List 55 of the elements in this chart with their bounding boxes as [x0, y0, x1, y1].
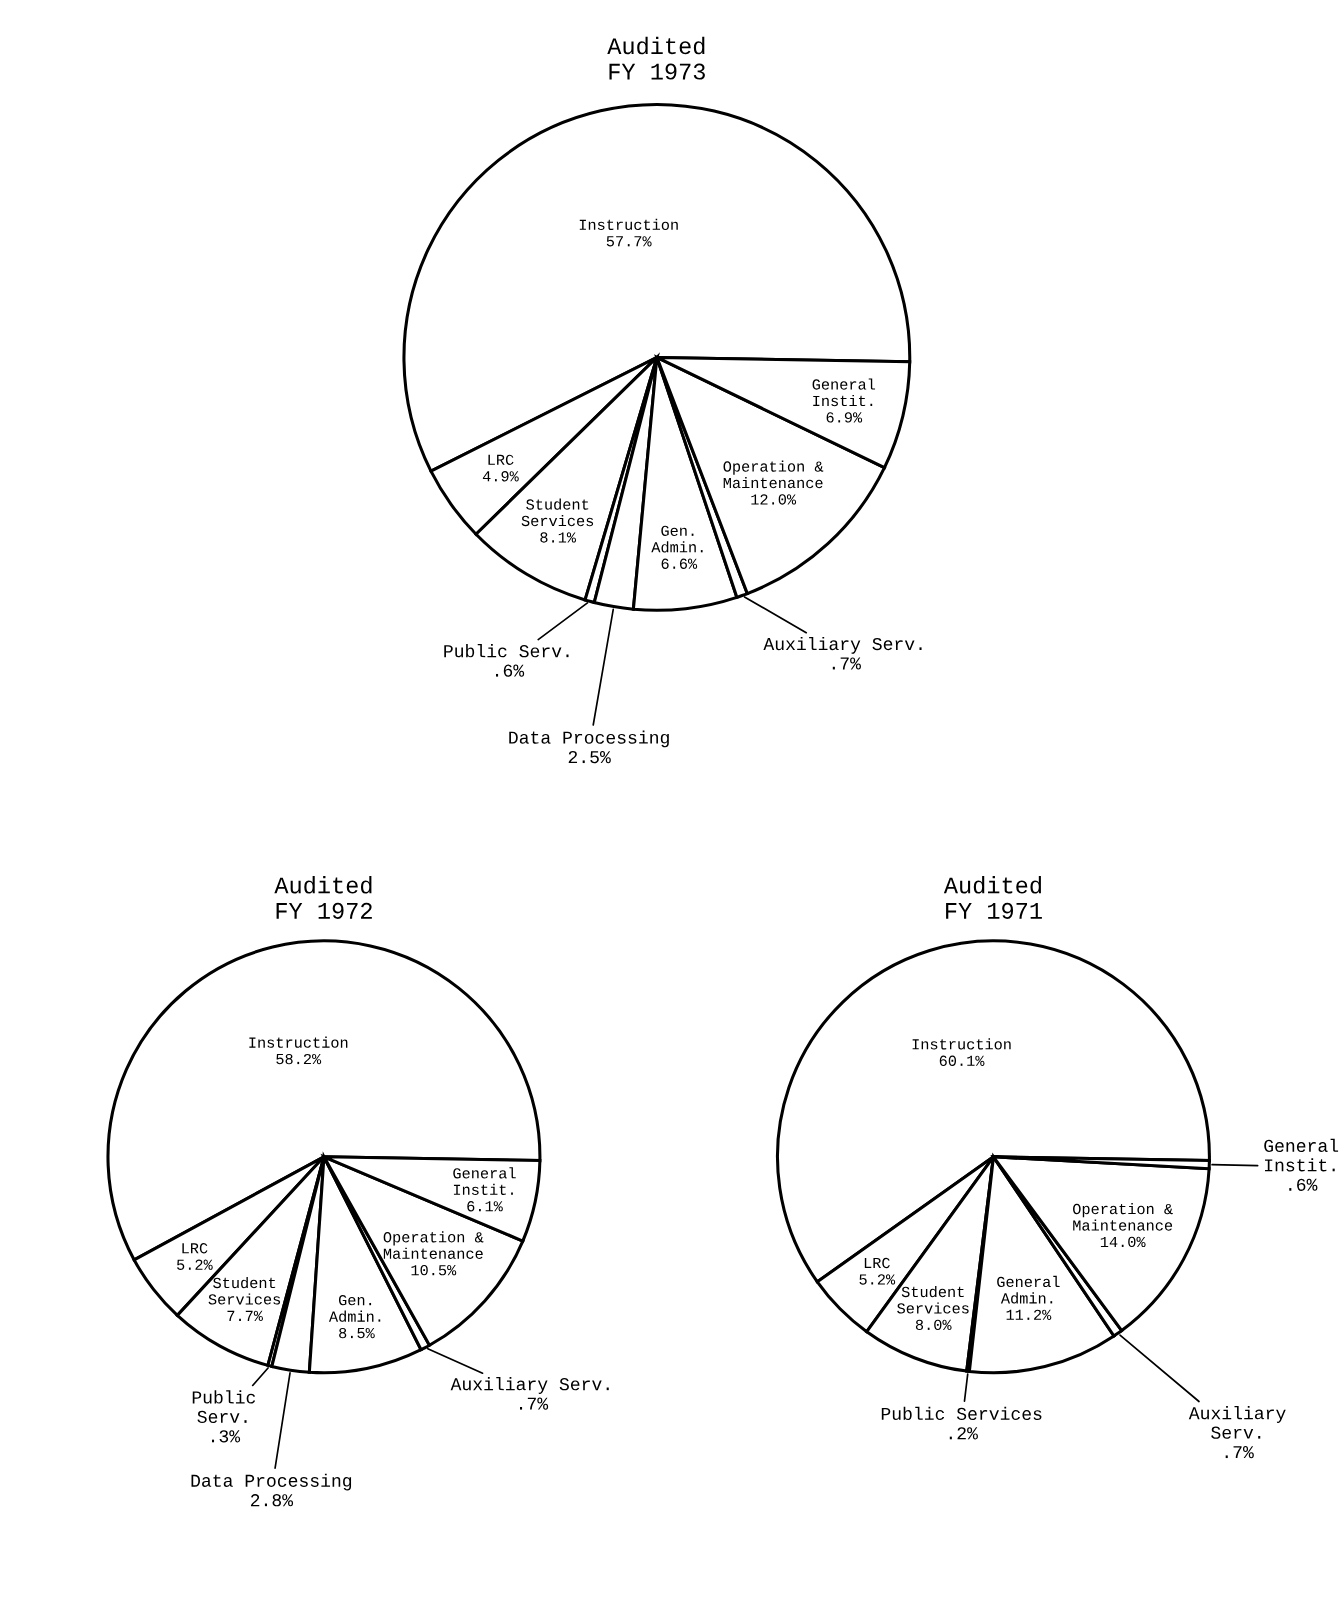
slice-label: Gen. Admin.: [328, 1294, 381, 1322]
data-label: .6%: [1289, 1178, 1318, 1191]
slice-label: Gen. Admin.: [651, 525, 703, 553]
slice-label: Data Processing: [191, 1473, 352, 1491]
slice-label: Student Services: [897, 1285, 969, 1314]
slice-label: Auxiliary Serv.: [1188, 1406, 1286, 1439]
slice-label: Operation & Maintenance: [1073, 1202, 1173, 1231]
data-label: 57.7%: [606, 236, 652, 247]
slice-label: Operation & Maintenance: [723, 460, 824, 489]
slice-label: General Admin.: [997, 1275, 1060, 1304]
chart-title: Audited FY 1971: [943, 876, 1042, 919]
slice-label: LRC: [488, 454, 514, 466]
data-label: .7%: [1225, 1446, 1254, 1459]
data-label: 12.0%: [751, 494, 797, 505]
data-label: .3%: [211, 1430, 241, 1443]
data-label: 8.1%: [540, 532, 577, 543]
slice-label: Auxiliary Serv.: [450, 1377, 609, 1394]
slice-label: Instruction: [249, 1036, 348, 1048]
data-label: 5.2%: [177, 1259, 213, 1270]
slice-label: Data Processing: [509, 730, 669, 748]
data-label: 8.5%: [339, 1327, 375, 1339]
slice-label: Instruction: [579, 218, 678, 231]
data-label: .7%: [832, 657, 861, 670]
slice-label: Public Services: [881, 1406, 1042, 1421]
data-label: 58.2%: [276, 1053, 322, 1065]
slice-label: Instruction: [912, 1038, 1011, 1050]
chart-title: Audited FY 1973: [607, 36, 705, 80]
slice-label: Student Services: [208, 1276, 281, 1305]
data-label: 60.1%: [939, 1055, 985, 1066]
data-label: 5.2%: [859, 1274, 896, 1285]
slice-label: Public Serv.: [192, 1390, 256, 1424]
slice-label: General Instit.: [1264, 1138, 1339, 1172]
slice-label: Operation & Maintenance: [383, 1231, 484, 1259]
data-label: 6.9%: [826, 412, 863, 423]
data-label: 6.1%: [467, 1201, 503, 1212]
slice-label: LRC: [864, 1257, 890, 1269]
slice-label: Auxiliary Serv.: [763, 636, 922, 654]
data-label: 10.5%: [411, 1264, 457, 1276]
slice-label: Student Services: [521, 498, 594, 527]
data-label: .2%: [949, 1427, 978, 1440]
data-label: 8.0%: [915, 1319, 952, 1331]
data-label: .7%: [520, 1397, 549, 1410]
data-label: .6%: [496, 664, 525, 677]
data-label: 11.2%: [1006, 1309, 1052, 1320]
data-label: 7.7%: [227, 1310, 263, 1321]
data-label: 2.8%: [250, 1494, 294, 1507]
slice-label: Public Serv.: [444, 644, 569, 658]
data-label: 14.0%: [1100, 1236, 1146, 1248]
slice-label: General Instit.: [812, 378, 876, 407]
data-label: 4.9%: [482, 471, 519, 482]
slice-label: General Instit.: [453, 1167, 516, 1195]
data-label: 2.5%: [568, 750, 611, 764]
slice-label: LRC: [182, 1243, 208, 1254]
data-label: 6.6%: [661, 558, 698, 569]
chart-title: Audited FY 1972: [274, 876, 372, 919]
